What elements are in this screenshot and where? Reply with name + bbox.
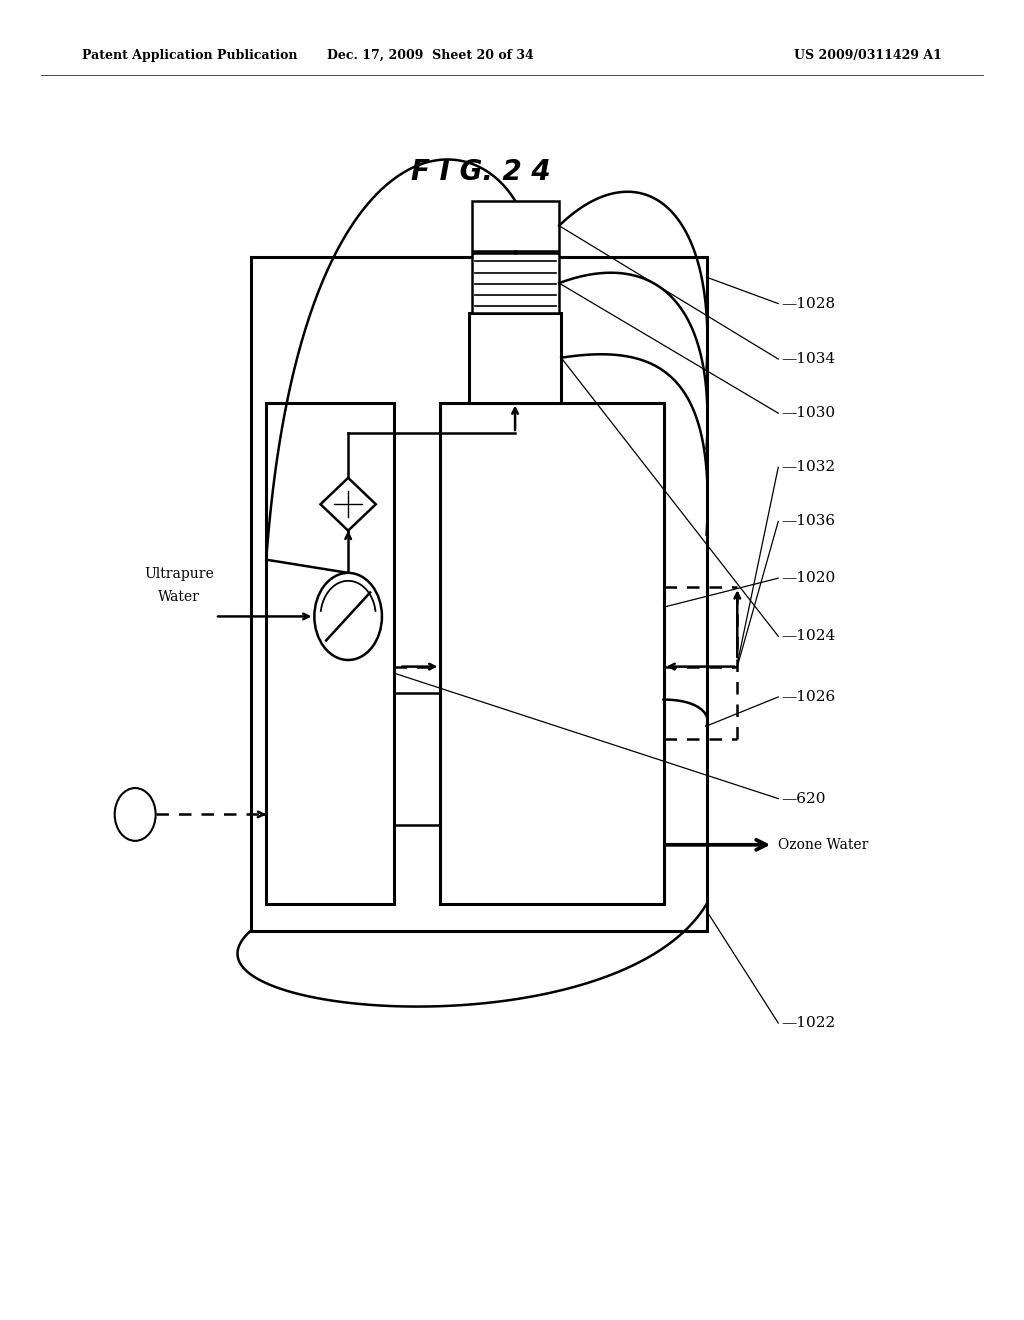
Bar <box>251 257 707 931</box>
Bar <box>472 201 559 251</box>
Text: —1034: —1034 <box>781 352 836 366</box>
Circle shape <box>314 573 382 660</box>
Text: US 2009/0311429 A1: US 2009/0311429 A1 <box>795 49 942 62</box>
Text: Ozone Water: Ozone Water <box>778 838 868 851</box>
Text: Dec. 17, 2009  Sheet 20 of 34: Dec. 17, 2009 Sheet 20 of 34 <box>327 49 534 62</box>
Bar <box>472 253 559 313</box>
Text: F I G. 2 4: F I G. 2 4 <box>412 157 551 186</box>
Text: —1032: —1032 <box>781 461 836 474</box>
Bar <box>266 403 394 904</box>
Text: Ultrapure: Ultrapure <box>144 568 214 581</box>
Circle shape <box>115 788 156 841</box>
Text: Water: Water <box>159 590 200 603</box>
Text: —1028: —1028 <box>781 297 836 310</box>
Text: —1026: —1026 <box>781 690 836 704</box>
Bar <box>440 403 664 904</box>
Text: —620: —620 <box>781 792 825 805</box>
Text: —1024: —1024 <box>781 630 836 643</box>
Text: —1022: —1022 <box>781 1016 836 1030</box>
Text: $O_2$: $O_2$ <box>125 805 145 824</box>
Text: Patent Application Publication: Patent Application Publication <box>82 49 297 62</box>
Text: —1030: —1030 <box>781 407 836 420</box>
Bar <box>469 313 561 403</box>
Text: —1020: —1020 <box>781 572 836 585</box>
Text: —1036: —1036 <box>781 515 836 528</box>
Polygon shape <box>321 478 376 531</box>
